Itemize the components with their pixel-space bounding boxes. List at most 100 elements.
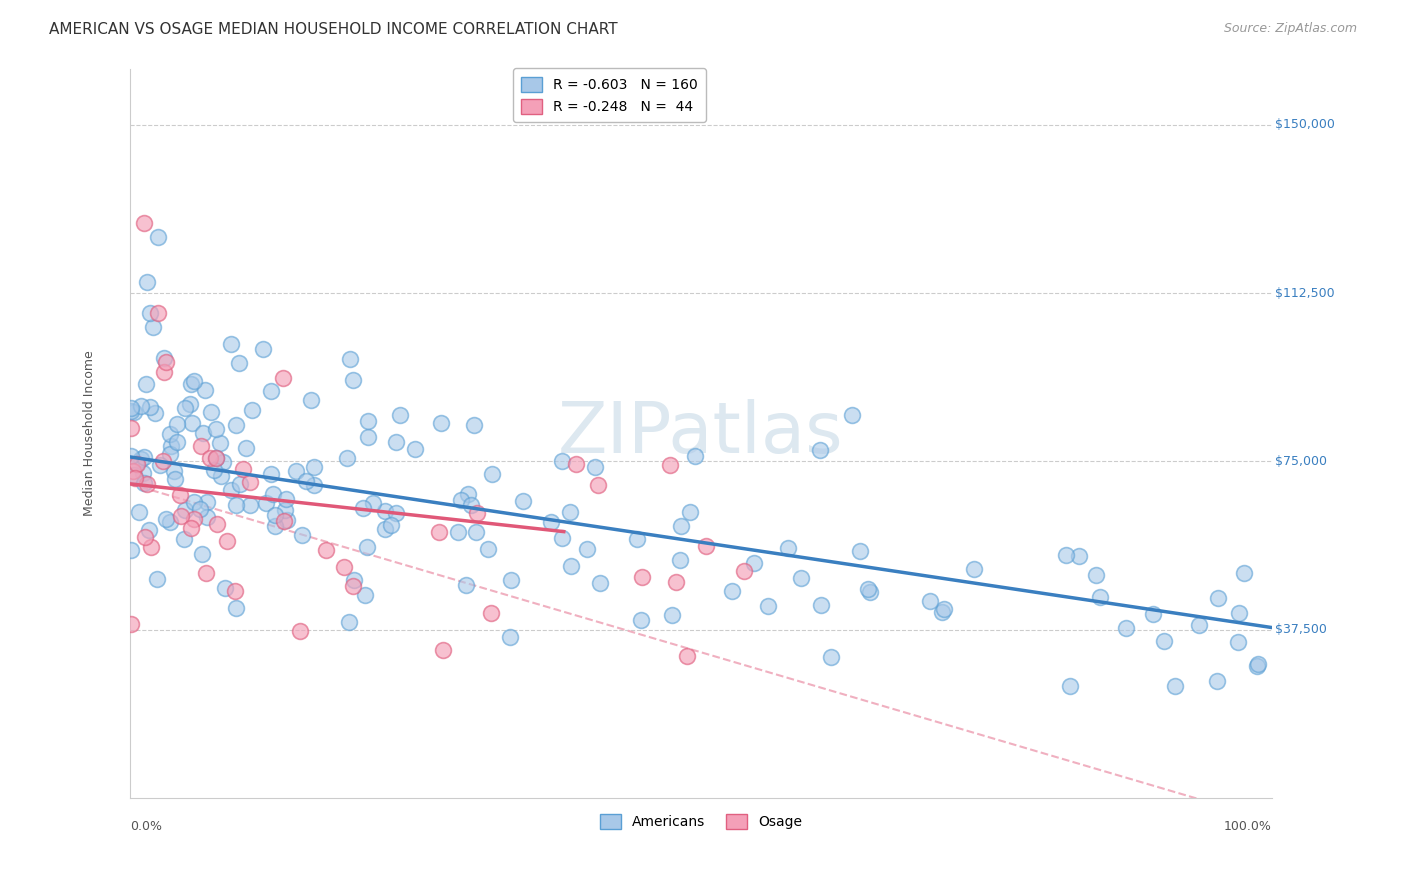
Point <box>209 469 232 483</box>
Point <box>148 230 170 244</box>
Point <box>1206 673 1229 688</box>
Point <box>252 342 274 356</box>
Point <box>132 450 155 465</box>
Point <box>204 422 226 436</box>
Point <box>658 458 681 472</box>
Point <box>315 542 337 557</box>
Point <box>551 531 574 545</box>
Point <box>427 524 450 539</box>
Text: Median Household Income: Median Household Income <box>83 351 97 516</box>
Point <box>1059 679 1081 693</box>
Point <box>124 471 146 485</box>
Point <box>260 384 283 398</box>
Point <box>630 613 652 627</box>
Point <box>208 435 231 450</box>
Point <box>132 475 155 490</box>
Point <box>224 584 246 599</box>
Point <box>1115 621 1137 635</box>
Point <box>404 442 426 456</box>
Text: 100.0%: 100.0% <box>1223 820 1271 833</box>
Point <box>179 397 201 411</box>
Point <box>481 467 503 481</box>
Point <box>264 518 287 533</box>
Point <box>463 418 485 433</box>
Point <box>180 521 202 535</box>
Point <box>465 506 488 520</box>
Point <box>859 585 882 599</box>
Point <box>848 544 870 558</box>
Point <box>166 417 188 431</box>
Point <box>294 474 316 488</box>
Point <box>193 425 215 440</box>
Point <box>170 508 193 523</box>
Point <box>339 351 361 366</box>
Point <box>374 504 396 518</box>
Point <box>454 578 477 592</box>
Point <box>120 401 142 415</box>
Point <box>285 464 308 478</box>
Point <box>159 427 181 442</box>
Point <box>631 570 654 584</box>
Point <box>166 435 188 450</box>
Point <box>153 365 176 379</box>
Point <box>120 404 142 418</box>
Point <box>260 467 283 481</box>
Point <box>430 416 453 430</box>
Point <box>195 510 218 524</box>
Point <box>138 400 160 414</box>
Text: 0.0%: 0.0% <box>129 820 162 833</box>
Point <box>159 447 181 461</box>
Text: ZIPatlas: ZIPatlas <box>558 399 844 467</box>
Point <box>274 502 297 516</box>
Point <box>197 495 219 509</box>
Point <box>120 449 142 463</box>
Point <box>551 454 574 468</box>
Point <box>589 575 612 590</box>
Point <box>460 498 482 512</box>
Point <box>229 476 252 491</box>
Point <box>1227 635 1250 649</box>
Point <box>302 459 325 474</box>
Point <box>669 552 692 566</box>
Point <box>357 414 380 428</box>
Point <box>560 504 582 518</box>
Point <box>232 462 254 476</box>
Text: AMERICAN VS OSAGE MEDIAN HOUSEHOLD INCOME CORRELATION CHART: AMERICAN VS OSAGE MEDIAN HOUSEHOLD INCOM… <box>49 22 617 37</box>
Point <box>200 405 222 419</box>
Point <box>342 373 364 387</box>
Point <box>240 403 263 417</box>
Point <box>180 377 202 392</box>
Point <box>180 416 202 430</box>
Point <box>342 579 364 593</box>
Point <box>1090 590 1112 604</box>
Point <box>276 492 298 507</box>
Point <box>1227 607 1250 621</box>
Point <box>336 451 359 466</box>
Point <box>354 588 377 602</box>
Point <box>963 561 986 575</box>
Point <box>202 463 225 477</box>
Point <box>212 455 235 469</box>
Point <box>225 498 247 512</box>
Point <box>465 524 488 539</box>
Point <box>135 377 157 392</box>
Point <box>173 532 195 546</box>
Point <box>128 504 150 518</box>
Text: $112,500: $112,500 <box>1275 286 1334 300</box>
Point <box>120 617 142 632</box>
Point <box>163 464 186 478</box>
Point <box>129 451 152 466</box>
Point <box>160 439 183 453</box>
Point <box>564 457 586 471</box>
Point <box>374 522 396 536</box>
Point <box>343 573 366 587</box>
Point <box>122 467 145 482</box>
Point <box>385 507 408 521</box>
Point <box>352 501 374 516</box>
Point <box>200 450 222 465</box>
Point <box>1153 633 1175 648</box>
Point <box>152 454 174 468</box>
Point <box>239 498 262 512</box>
Point <box>195 566 218 580</box>
Point <box>120 543 142 558</box>
